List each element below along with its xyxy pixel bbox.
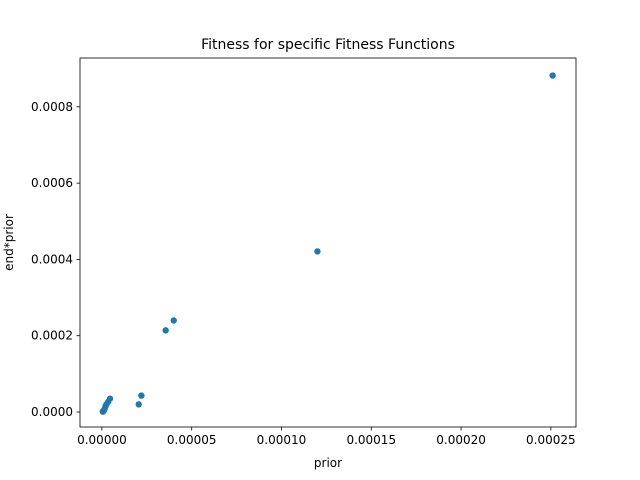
data-point	[162, 327, 169, 334]
x-tick-label: 0.00000	[77, 433, 127, 447]
data-point	[135, 401, 142, 408]
y-tick-label: 0.0006	[31, 176, 73, 190]
x-tick-label: 0.00015	[346, 433, 396, 447]
data-point	[314, 248, 321, 255]
data-point	[170, 317, 177, 324]
data-point	[99, 408, 107, 415]
y-tick-label: 0.0000	[31, 405, 73, 419]
y-tick-label: 0.0008	[31, 100, 73, 114]
y-tick-label: 0.0002	[31, 329, 73, 343]
x-tick-label: 0.00025	[526, 433, 576, 447]
x-axis-label: prior	[314, 456, 342, 470]
y-axis-label: end*prior	[2, 214, 16, 271]
plot-area-frame	[79, 57, 577, 428]
data-point	[549, 72, 556, 79]
y-tick-label: 0.0004	[31, 252, 73, 266]
x-tick-label: 0.00020	[436, 433, 486, 447]
data-point	[138, 392, 145, 399]
x-tick-label: 0.00005	[167, 433, 217, 447]
x-tick-label: 0.00010	[257, 433, 307, 447]
chart-title: Fitness for specific Fitness Functions	[201, 37, 455, 53]
